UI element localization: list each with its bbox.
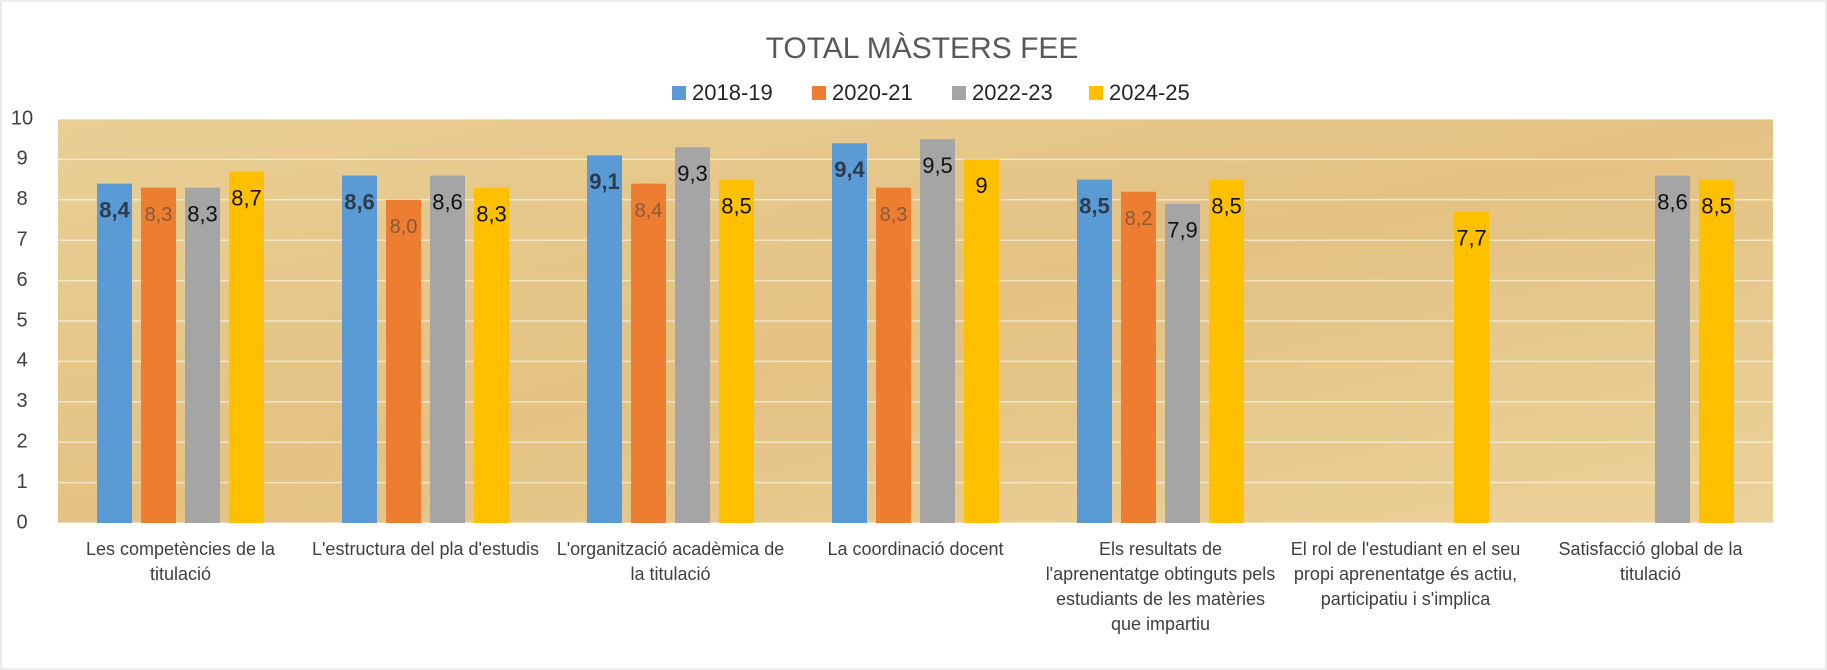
x-tick-label: La coordinació docent	[827, 539, 1004, 559]
bar	[97, 183, 132, 523]
data-label: 8,3	[145, 204, 173, 226]
data-label: 7,9	[1167, 218, 1198, 243]
data-label: 8,3	[476, 201, 507, 226]
data-label: 9,5	[922, 153, 953, 178]
legend-label: 2018-19	[692, 80, 773, 105]
data-label: 8,5	[721, 193, 752, 218]
bar	[1077, 179, 1112, 523]
x-tick-label: El rol de l'estudiant en el seu propi ap…	[1290, 539, 1521, 609]
legend-swatch	[952, 86, 966, 100]
y-tick-label: 4	[16, 350, 27, 372]
bar	[832, 143, 867, 524]
y-tick-label: 8	[16, 188, 27, 210]
y-tick-label: 1	[16, 471, 27, 493]
data-label: 9	[975, 173, 987, 198]
y-tick-label: 10	[11, 107, 33, 129]
bar	[1454, 211, 1489, 524]
bar	[876, 187, 911, 523]
x-tick-label: Les competències de la titulació	[85, 539, 276, 584]
x-tick-label: Els resultats de l'aprenentatge obtingut…	[1045, 539, 1276, 634]
legend-label: 2024-25	[1109, 80, 1190, 105]
legend-label: 2022-23	[972, 80, 1053, 105]
bar	[1699, 179, 1734, 523]
data-label: 8,0	[390, 216, 418, 238]
data-label: 8,6	[344, 189, 375, 214]
bar	[185, 187, 220, 523]
data-label: 9,3	[677, 161, 708, 186]
bar	[964, 159, 999, 523]
data-label: 8,5	[1211, 193, 1242, 218]
legend-swatch	[812, 86, 826, 100]
y-tick-label: 0	[16, 511, 27, 533]
bar	[1655, 175, 1690, 523]
bar	[920, 139, 955, 523]
data-label: 9,4	[834, 157, 865, 182]
y-tick-label: 2	[16, 430, 27, 452]
legend-swatch	[1089, 86, 1103, 100]
data-label: 8,3	[187, 201, 218, 226]
bar	[1209, 179, 1244, 523]
y-tick-label: 6	[16, 269, 27, 291]
legend-swatch	[672, 86, 686, 100]
legend-label: 2020-21	[832, 80, 913, 105]
bar	[342, 175, 377, 523]
x-tick-label: L'organització acadèmica de la titulació	[556, 539, 785, 584]
data-label: 8,2	[1125, 208, 1153, 230]
bar	[141, 187, 176, 523]
data-label: 8,6	[432, 189, 463, 214]
bar	[386, 199, 421, 524]
bar	[229, 171, 264, 523]
bar	[1121, 191, 1156, 523]
data-label: 8,5	[1701, 193, 1732, 218]
x-tick-label: Satisfacció global de la titulació	[1558, 539, 1743, 584]
bar	[430, 175, 465, 523]
x-tick-label: L'estructura del pla d'estudis	[311, 539, 539, 559]
data-label: 9,1	[589, 169, 620, 194]
y-tick-label: 7	[16, 228, 27, 250]
data-label: 8,4	[99, 197, 130, 222]
data-label: 8,3	[880, 204, 908, 226]
data-label: 7,7	[1456, 226, 1487, 251]
data-label: 8,5	[1079, 193, 1110, 218]
data-label: 8,4	[635, 200, 663, 222]
y-tick-label: 9	[16, 148, 27, 170]
bar	[587, 155, 622, 524]
data-label: 8,7	[231, 185, 262, 210]
bar	[474, 187, 509, 523]
bar	[631, 183, 666, 523]
bar	[719, 179, 754, 523]
chart-title: TOTAL MÀSTERS FEE	[766, 32, 1079, 65]
data-label: 8,6	[1657, 189, 1688, 214]
bar	[675, 147, 710, 523]
y-tick-label: 3	[16, 390, 27, 412]
y-tick-label: 5	[16, 309, 27, 331]
bar	[1165, 203, 1200, 523]
